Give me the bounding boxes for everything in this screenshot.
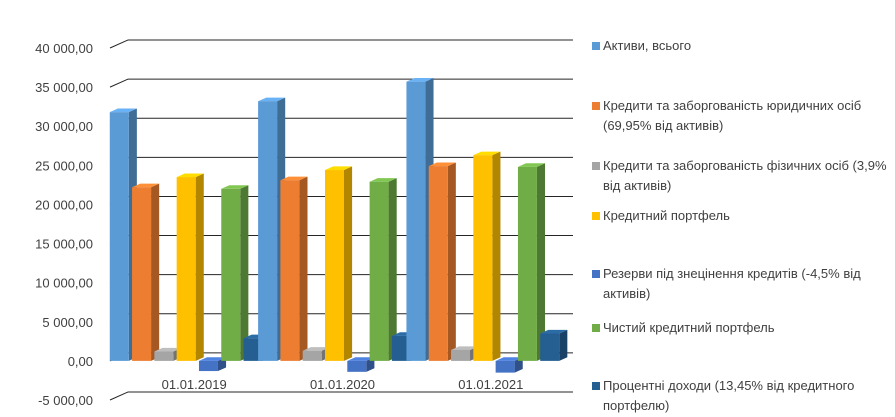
- bar: [369, 178, 397, 361]
- legend-label: Кредитний портфель: [603, 208, 730, 223]
- gridline: [109, 78, 573, 88]
- gridline: [109, 39, 573, 49]
- legend-item: Активи, всього: [592, 36, 888, 56]
- legend-swatch: [592, 42, 600, 50]
- legend-label: Чистий кредитний портфель: [603, 320, 775, 335]
- bar: [132, 183, 160, 361]
- legend-swatch: [592, 102, 600, 110]
- bar: [428, 162, 456, 361]
- y-tick-label: -5 000,00: [38, 393, 93, 408]
- legend-swatch: [592, 382, 600, 390]
- y-tick-label: 40 000,00: [35, 41, 93, 56]
- y-tick-label: 25 000,00: [35, 158, 93, 173]
- legend-item: Чистий кредитний портфель: [592, 318, 888, 338]
- bar: [473, 151, 501, 361]
- legend-label: Кредити та заборгованість фізичних осіб …: [603, 158, 887, 193]
- x-axis: 01.01.2019 01.01.2020 01.01.2021: [162, 377, 524, 392]
- bar: [347, 357, 375, 372]
- y-tick-label: 20 000,00: [35, 197, 93, 212]
- x-tick-label: 01.01.2019: [162, 377, 227, 392]
- legend-item: Кредитний портфель: [592, 206, 888, 226]
- y-tick-label: 0,00: [68, 354, 93, 369]
- legend-item: Кредити та заборгованість фізичних осіб …: [592, 156, 888, 196]
- legend-swatch: [592, 212, 600, 220]
- legend-label: Процентні доходи (13,45% від кредитного …: [603, 378, 855, 413]
- legend-item: Резерви під знецінення кредитів (-4,5% в…: [592, 264, 888, 304]
- gridline: [109, 156, 573, 166]
- bar: [176, 173, 204, 361]
- legend-swatch: [592, 324, 600, 332]
- bar: [495, 357, 523, 373]
- legend-label: Кредити та заборгованість юридичних осіб…: [603, 98, 862, 133]
- legend-item: Кредити та заборгованість юридичних осіб…: [592, 96, 888, 136]
- legend-swatch: [592, 162, 600, 170]
- legend-label: Активи, всього: [603, 38, 692, 53]
- bar: [325, 166, 353, 361]
- gridline: [109, 117, 573, 127]
- x-tick-label: 01.01.2021: [458, 377, 523, 392]
- x-tick-label: 01.01.2020: [310, 377, 375, 392]
- gridline: [109, 391, 573, 401]
- y-tick-label: 10 000,00: [35, 276, 93, 291]
- y-axis: -5 000,00 0,00 5 000,00 10 000,00 15 000,00 2…: [35, 41, 93, 408]
- y-tick-label: 15 000,00: [35, 237, 93, 252]
- bar: [221, 185, 249, 361]
- bar: [280, 176, 308, 361]
- bars: [109, 78, 568, 373]
- legend-label: Резерви під знецінення кредитів (-4,5% в…: [603, 266, 861, 301]
- bar: [517, 163, 546, 361]
- y-tick-label: 5 000,00: [42, 315, 93, 330]
- y-tick-label: 30 000,00: [35, 119, 93, 134]
- legend-item: Процентні доходи (13,45% від кредитного …: [592, 376, 888, 416]
- y-tick-label: 35 000,00: [35, 80, 93, 95]
- bar: [540, 329, 568, 361]
- legend-swatch: [592, 270, 600, 278]
